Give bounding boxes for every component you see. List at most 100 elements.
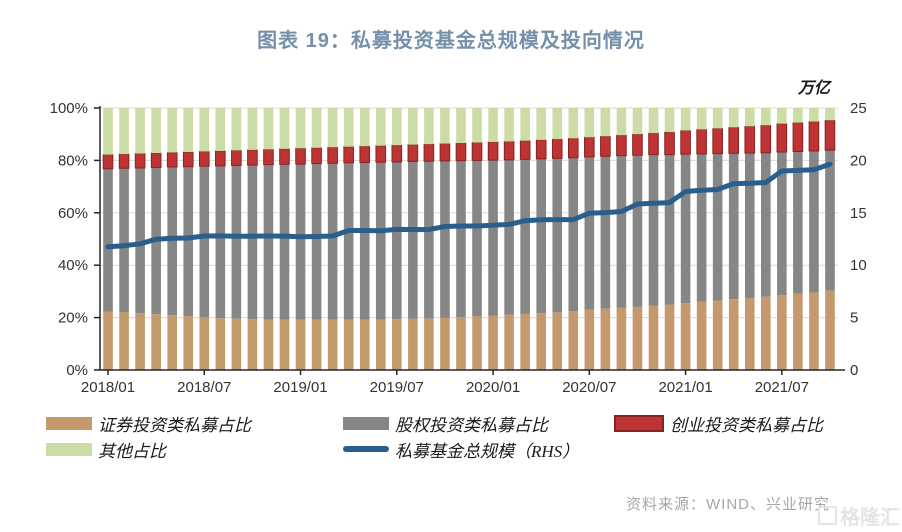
bar-segment — [183, 108, 194, 153]
y-left-tick: 0% — [66, 362, 88, 379]
legend-label: 创业投资类私募占比 — [670, 415, 823, 435]
bar-segment — [648, 305, 659, 370]
bar-segment — [761, 296, 771, 370]
bar-segment — [472, 316, 482, 370]
bar-segment — [808, 121, 820, 152]
bar-segment — [793, 293, 803, 370]
legend-label: 股权投资类私募占比 — [395, 415, 548, 435]
bar-segment — [424, 108, 434, 145]
x-tick: 2020/07 — [562, 379, 616, 396]
x-axis-tick-labels: 2018/01 2018/07 2019/01 2019/07 2020/01 2020/… — [81, 370, 809, 396]
bar-segment — [215, 318, 226, 370]
bar-segment — [600, 156, 611, 309]
bar-segment — [632, 108, 643, 135]
bar-segment — [712, 153, 723, 301]
bar-segment — [712, 127, 723, 155]
bar-segment — [118, 153, 130, 169]
other-swatch-icon — [46, 442, 92, 456]
bar-segment — [183, 316, 194, 370]
bar-segment — [375, 145, 387, 163]
gridlines — [100, 107, 838, 319]
bar-segment — [198, 150, 210, 167]
bar-segment — [744, 125, 756, 154]
bar-segment — [103, 108, 113, 155]
bar-segment — [295, 108, 306, 149]
bar-segment — [696, 301, 707, 370]
bar-segment — [680, 154, 691, 304]
bar-segment — [777, 108, 787, 124]
bar-segment — [584, 108, 595, 138]
x-tick: 2019/07 — [370, 379, 424, 396]
bar-segment — [263, 148, 274, 166]
venture-swatch-icon — [614, 414, 664, 432]
bar-segment — [777, 152, 787, 296]
bar-segment — [391, 144, 403, 163]
bar-segment — [809, 108, 819, 122]
bar-segment — [263, 108, 274, 150]
legend-item-other: 其他占比 — [46, 440, 166, 461]
bar-segment — [696, 153, 707, 302]
bar-segment — [472, 160, 482, 317]
bar-segment — [616, 108, 627, 136]
bar-segment — [119, 312, 129, 370]
watermark-logo: 格隆汇 — [818, 501, 900, 530]
bar-segment — [568, 108, 579, 139]
y-left-tick: 60% — [58, 205, 88, 222]
bar-segment — [359, 162, 370, 320]
bar-segment — [135, 313, 145, 370]
bar-segment — [279, 164, 290, 320]
bar-segment — [471, 142, 483, 161]
bar-segment — [809, 292, 819, 370]
bar-segment — [231, 149, 242, 166]
legend-label: 证券投资类私募占比 — [98, 415, 251, 435]
bar-segment — [584, 136, 595, 158]
bar-segment — [199, 108, 210, 152]
bar-segment — [456, 160, 466, 318]
bar-segment — [760, 124, 772, 154]
bar-segment — [327, 319, 338, 370]
y-left-tick: 100% — [50, 100, 88, 117]
y-right-tick: 25 — [850, 100, 867, 117]
bar-segment — [263, 319, 274, 370]
bar-segment — [584, 309, 595, 370]
bar-segment — [680, 108, 691, 131]
bar-segment — [551, 138, 563, 159]
bar-segment — [504, 159, 514, 315]
bar-segment — [247, 319, 258, 370]
bar-segment — [696, 128, 707, 155]
bar-segment — [728, 126, 740, 154]
bar-segment — [664, 154, 675, 305]
bar-segment — [568, 311, 579, 370]
bar-segment — [825, 108, 835, 121]
bar-segment — [504, 314, 514, 370]
bar-segment — [359, 145, 371, 163]
bar-segment — [456, 317, 466, 370]
bar-segment — [616, 307, 627, 370]
bar-segment — [215, 165, 226, 319]
bar-segment — [135, 108, 145, 154]
bar-segment — [182, 151, 194, 168]
bar-segment — [680, 130, 691, 155]
bar-segment — [375, 319, 386, 370]
watermark-box-icon — [818, 506, 837, 525]
bar-segment — [327, 163, 338, 320]
y-right-tick: 15 — [850, 205, 867, 222]
bar-segment — [135, 168, 145, 314]
legend-item-securities: 证券投资类私募占比 — [46, 414, 251, 435]
bar-segment — [167, 166, 177, 316]
bar-segment — [793, 151, 803, 294]
bar-segment — [632, 133, 643, 156]
bar-segment — [440, 108, 450, 144]
bar-segment — [680, 303, 691, 370]
bar-segment — [744, 108, 755, 127]
bar-segment — [536, 313, 546, 370]
legend-label: 其他占比 — [98, 441, 166, 461]
bar-segment — [712, 300, 723, 370]
bar-segment — [151, 314, 161, 370]
bar-segment — [134, 153, 146, 169]
x-tick: 2020/01 — [466, 379, 520, 396]
bar-segment — [103, 168, 113, 312]
bar-segment — [392, 108, 402, 146]
